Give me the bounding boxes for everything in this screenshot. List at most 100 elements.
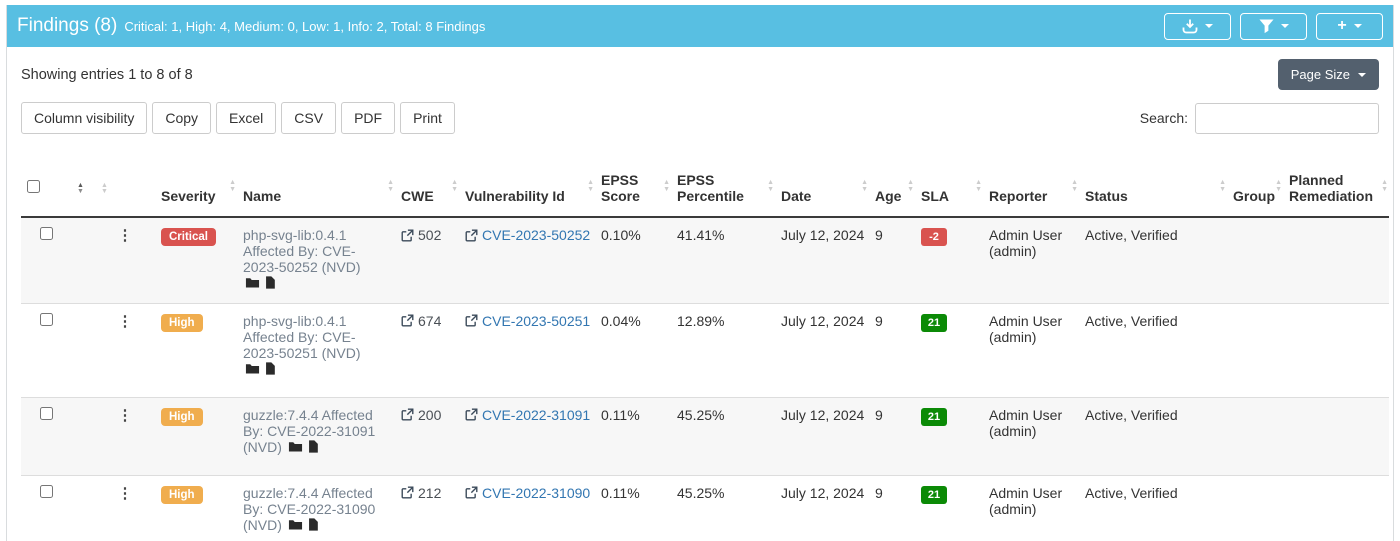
- status-cell: Active, Verified: [1079, 396, 1227, 475]
- kebab-menu-icon[interactable]: ⋮: [117, 312, 133, 330]
- date-cell: July 12, 2024: [775, 302, 869, 397]
- age-cell: 9: [869, 216, 915, 303]
- cwe-link[interactable]: 674: [418, 312, 442, 329]
- finding-name-link[interactable]: php-svg-lib:0.4.1 Affected By: CVE-2023-…: [243, 312, 361, 361]
- vulnerability-id-link[interactable]: CVE-2022-31091: [482, 406, 591, 423]
- sort-icons: ▲ ▼: [663, 179, 670, 193]
- column-header-select-all[interactable]: [21, 158, 71, 218]
- group-cell: [1227, 302, 1283, 397]
- column-header-reporter[interactable]: Reporter ▲ ▼: [983, 158, 1079, 218]
- column-header-severity[interactable]: Severity ▲ ▼: [155, 158, 237, 218]
- sort-asc-icon: ▲: [1381, 178, 1388, 186]
- sort-desc-icon: ▼: [1381, 185, 1388, 193]
- finding-row: ⋮ Critical php-svg-lib:0.4.1 Affected By…: [21, 216, 1389, 303]
- column-header-planned-remediation[interactable]: Planned Remediation ▲ ▼: [1283, 158, 1389, 218]
- filter-icon: [1258, 18, 1274, 33]
- sort-asc-icon: ▲: [975, 178, 982, 186]
- external-link-icon: [465, 314, 478, 327]
- finding-name-link[interactable]: guzzle:7.4.4 Affected By: CVE-2022-31090…: [243, 484, 376, 533]
- date-cell: July 12, 2024: [775, 474, 869, 541]
- sort-asc-icon: ▲: [1275, 178, 1282, 186]
- add-dropdown-button[interactable]: +: [1316, 12, 1383, 40]
- column-visibility-button[interactable]: Column visibility: [21, 102, 148, 134]
- age-cell: 9: [869, 396, 915, 475]
- external-link-icon: [465, 486, 478, 499]
- copy-button[interactable]: Copy: [152, 102, 212, 134]
- date-cell: July 12, 2024: [775, 216, 869, 303]
- sort-desc-icon: ▼: [451, 185, 458, 193]
- excel-button[interactable]: Excel: [216, 102, 277, 134]
- row-select-checkbox[interactable]: [39, 484, 53, 498]
- export-dropdown-button[interactable]: [1164, 12, 1231, 40]
- pdf-button[interactable]: PDF: [341, 102, 396, 134]
- csv-button[interactable]: CSV: [281, 102, 337, 134]
- external-link-icon: [401, 229, 414, 241]
- file-icon: [266, 361, 275, 375]
- reporter-cell: Admin User (admin): [983, 396, 1079, 475]
- sort-desc-icon: ▼: [77, 188, 84, 195]
- sort-asc-icon: ▲: [587, 178, 594, 186]
- column-header-epss-score[interactable]: EPSS Score ▲ ▼: [595, 158, 671, 218]
- finding-row: ⋮ High guzzle:7.4.4 Affected By: CVE-202…: [21, 474, 1389, 541]
- finding-row: ⋮ High php-svg-lib:0.4.1 Affected By: CV…: [21, 302, 1389, 397]
- cwe-link[interactable]: 502: [418, 227, 442, 243]
- finding-row: ⋮ High guzzle:7.4.4 Affected By: CVE-202…: [21, 396, 1389, 475]
- age-cell: 9: [869, 474, 915, 541]
- sort-desc-icon: ▼: [861, 185, 868, 193]
- column-header-vulnerability-id[interactable]: Vulnerability Id ▲ ▼: [459, 158, 595, 218]
- column-header-name[interactable]: Name ▲ ▼: [237, 158, 395, 218]
- column-header-status[interactable]: Status ▲ ▼: [1079, 158, 1227, 218]
- column-header-group[interactable]: Group ▲ ▼: [1227, 158, 1283, 218]
- header-actions: +: [1164, 12, 1383, 40]
- status-cell: Active, Verified: [1079, 302, 1227, 397]
- sort-asc-icon: ▲: [1071, 178, 1078, 186]
- sort-desc-icon: ▼: [587, 185, 594, 193]
- kebab-menu-icon[interactable]: ⋮: [117, 227, 133, 244]
- print-button[interactable]: Print: [400, 102, 455, 134]
- file-icon: [308, 517, 318, 531]
- page-size-button[interactable]: Page Size: [1277, 59, 1379, 90]
- sort-desc-icon: ▼: [1071, 185, 1078, 193]
- sort-icons: ▲ ▼: [975, 178, 982, 193]
- cwe-link[interactable]: 200: [418, 406, 442, 423]
- select-all-checkbox[interactable]: [27, 180, 40, 193]
- finding-name-link[interactable]: php-svg-lib:0.4.1 Affected By: CVE-2023-…: [243, 227, 361, 275]
- sla-badge: -2: [921, 228, 947, 246]
- reporter-cell: Admin User (admin): [983, 216, 1079, 303]
- sort-desc-icon: ▼: [387, 185, 394, 193]
- group-cell: [1227, 216, 1283, 303]
- vulnerability-id-link[interactable]: CVE-2023-50251: [482, 312, 591, 329]
- sort-icons: ▲ ▼: [1275, 178, 1282, 193]
- kebab-menu-icon[interactable]: ⋮: [117, 406, 133, 424]
- vulnerability-id-link[interactable]: CVE-2023-50252: [482, 227, 591, 243]
- filter-dropdown-button[interactable]: [1240, 12, 1307, 40]
- row-select-checkbox[interactable]: [39, 406, 53, 420]
- finding-name-link[interactable]: guzzle:7.4.4 Affected By: CVE-2022-31091…: [243, 406, 376, 455]
- column-header-epss-percentile[interactable]: EPSS Percentile ▲ ▼: [671, 158, 775, 218]
- severity-badge: High: [161, 313, 203, 332]
- severity-summary: Critical: 1, High: 4, Medium: 0, Low: 1,…: [124, 18, 486, 34]
- cwe-link[interactable]: 212: [418, 484, 442, 501]
- folder-icon: [245, 278, 260, 288]
- caret-down-icon: [1353, 24, 1362, 28]
- column-header-actions[interactable]: ▲ ▼: [95, 158, 155, 218]
- row-select-checkbox[interactable]: [39, 312, 53, 326]
- search-area: Search:: [1140, 102, 1379, 134]
- sort-desc-icon: ▼: [229, 185, 236, 193]
- column-header-date[interactable]: Date ▲ ▼: [775, 158, 869, 218]
- column-header-cwe[interactable]: CWE ▲ ▼: [395, 158, 459, 218]
- column-header-age[interactable]: Age ▲ ▼: [869, 158, 915, 218]
- row-select-checkbox[interactable]: [39, 227, 53, 240]
- epss-score-cell: 0.11%: [595, 396, 671, 475]
- sort-asc-icon: ▲: [77, 181, 84, 189]
- sort-icons: ▲ ▼: [77, 181, 84, 196]
- sort-asc-icon: ▲: [387, 178, 394, 186]
- sort-asc-icon: ▲: [1219, 178, 1226, 186]
- sort-desc-icon: ▼: [975, 185, 982, 193]
- kebab-menu-icon[interactable]: ⋮: [117, 484, 133, 502]
- vulnerability-id-link[interactable]: CVE-2022-31090: [482, 484, 591, 501]
- search-input[interactable]: [1195, 102, 1379, 134]
- sort-icons: ▲ ▼: [587, 178, 594, 193]
- column-header-sla[interactable]: SLA ▲ ▼: [915, 158, 983, 218]
- column-header-sort-primary[interactable]: ▲ ▼: [71, 158, 95, 218]
